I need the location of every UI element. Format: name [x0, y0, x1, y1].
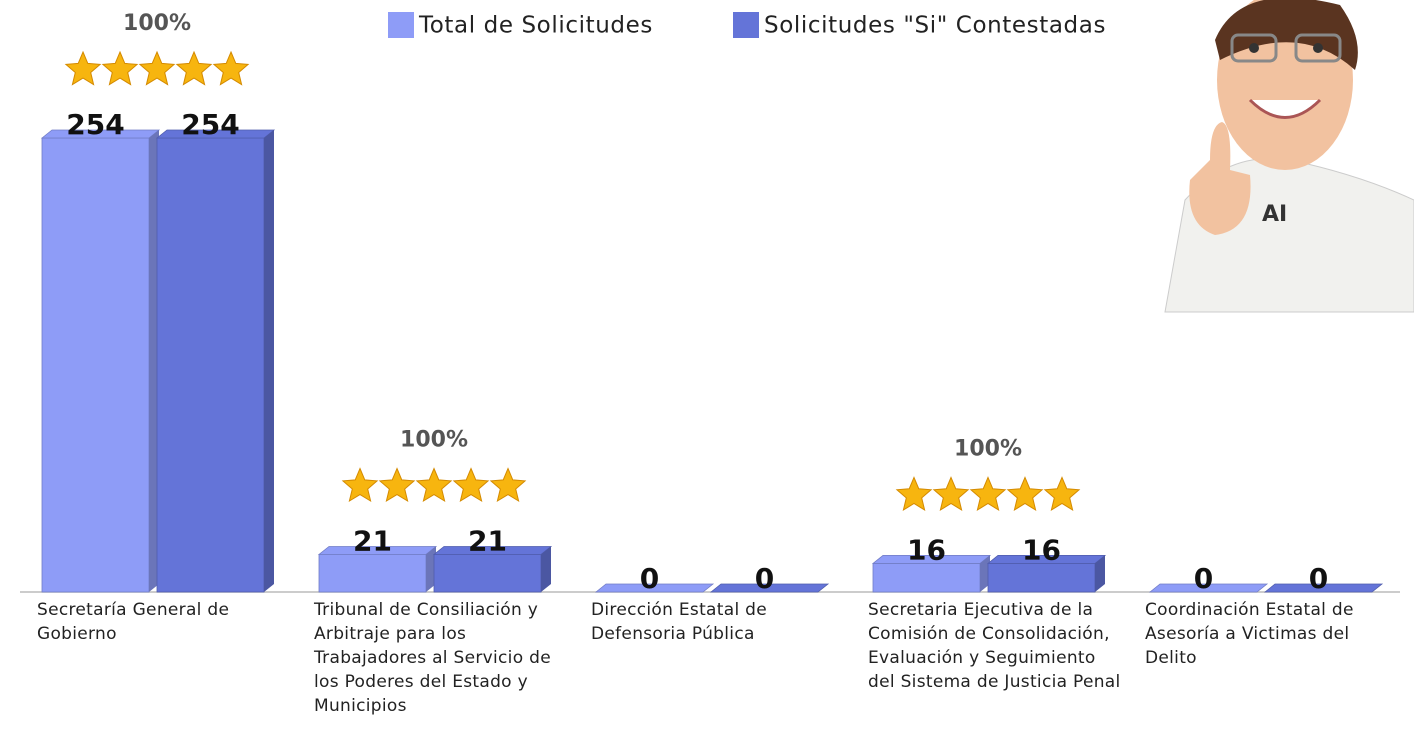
- value-label: 21: [468, 524, 507, 557]
- star: [1008, 477, 1042, 510]
- star: [140, 52, 174, 85]
- star: [971, 477, 1005, 510]
- value-label: 16: [1022, 533, 1061, 566]
- page: {"chart_data": {"type": "bar3d", "catego…: [0, 0, 1414, 746]
- star: [343, 469, 377, 502]
- bar-face: [541, 546, 551, 592]
- legend-swatch: [388, 12, 414, 38]
- svg-text:AI: AI: [1262, 202, 1287, 227]
- legend-label: Total de Solicitudes: [418, 13, 653, 39]
- bar: [157, 130, 274, 592]
- percent-label: 100%: [123, 11, 191, 36]
- bar-face: [157, 138, 264, 592]
- bar-face: [434, 554, 541, 592]
- bar-face: [264, 130, 274, 592]
- bar-face: [873, 563, 980, 592]
- legend-swatch: [733, 12, 759, 38]
- bar-face: [988, 563, 1095, 592]
- star: [177, 52, 211, 85]
- star: [214, 52, 248, 85]
- bar-face: [42, 138, 149, 592]
- star: [66, 52, 100, 85]
- category-label: Coordinación Estatal de Asesoría a Victi…: [1145, 598, 1400, 670]
- legend-label: Solicitudes "Si" Contestadas: [764, 13, 1106, 39]
- percent-label: 100%: [400, 427, 468, 452]
- value-label: 0: [640, 562, 659, 595]
- star: [380, 469, 414, 502]
- value-label: 254: [181, 108, 239, 141]
- star: [897, 477, 931, 510]
- bar: [42, 130, 159, 592]
- star: [491, 469, 525, 502]
- star: [934, 477, 968, 510]
- category-label: Tribunal de Consiliación y Arbitraje par…: [314, 598, 569, 718]
- star: [454, 469, 488, 502]
- avatar: AI: [1165, 0, 1414, 312]
- star: [417, 469, 451, 502]
- percent-label: 100%: [954, 436, 1022, 461]
- star: [103, 52, 137, 85]
- value-label: 254: [66, 108, 124, 141]
- category-label: Secretaría General de Gobierno: [37, 598, 292, 646]
- value-label: 0: [1309, 562, 1328, 595]
- value-label: 0: [755, 562, 774, 595]
- star: [1045, 477, 1079, 510]
- bar-face: [319, 554, 426, 592]
- value-label: 16: [907, 533, 946, 566]
- category-label: Secretaria Ejecutiva de la Comisión de C…: [868, 598, 1123, 694]
- value-label: 0: [1194, 562, 1213, 595]
- value-label: 21: [353, 524, 392, 557]
- category-label: Dirección Estatal de Defensoria Pública: [591, 598, 846, 646]
